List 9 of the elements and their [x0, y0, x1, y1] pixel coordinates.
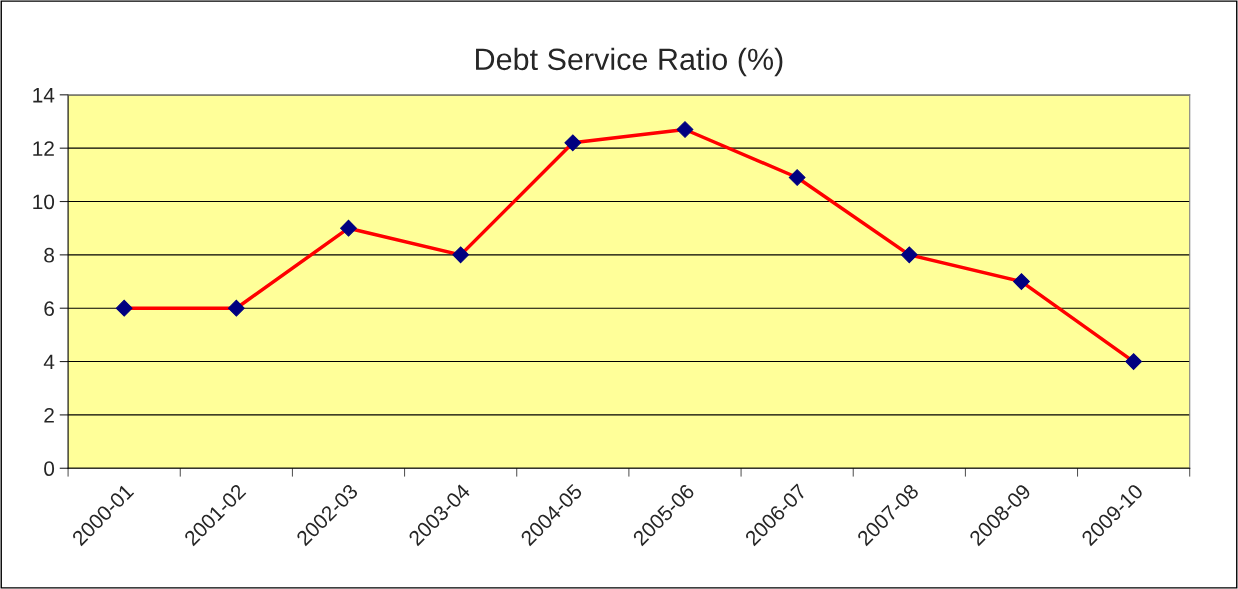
y-tick-label: 0 — [44, 461, 55, 477]
chart-title: Debt Service Ratio (%) — [476, 47, 783, 77]
y-tick-label: 12 — [33, 141, 54, 156]
y-tick-label: 8 — [44, 247, 54, 263]
y-tick-label: 6 — [44, 301, 54, 316]
y-tick-label: 14 — [33, 88, 55, 103]
y-tick-label: 4 — [43, 354, 55, 370]
y-tick-label: 10 — [33, 194, 55, 210]
y-tick-label: 2 — [44, 407, 54, 423]
